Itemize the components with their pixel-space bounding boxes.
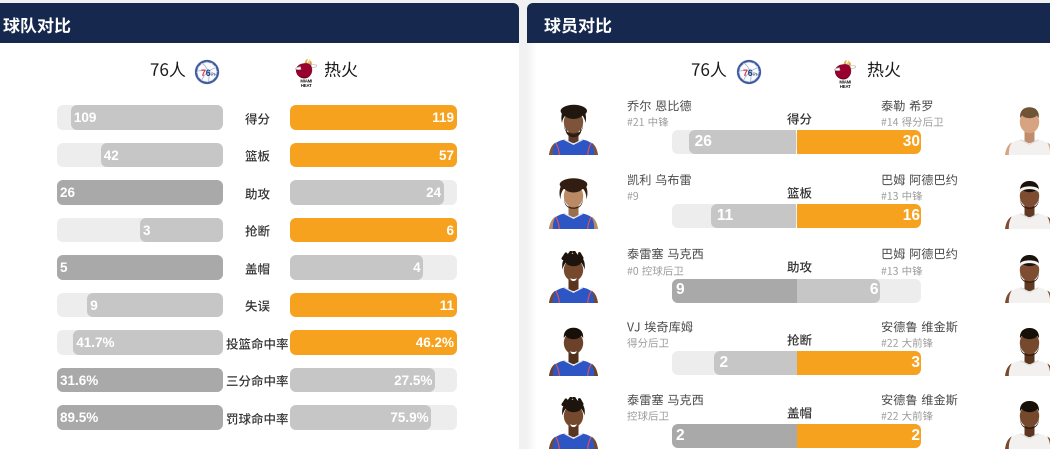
svg-text:ers: ers bbox=[752, 73, 757, 77]
svg-text:6: 6 bbox=[747, 68, 752, 78]
svg-text:7: 7 bbox=[743, 68, 748, 78]
svg-text:ers: ers bbox=[211, 72, 216, 76]
svg-text:7: 7 bbox=[201, 67, 206, 77]
svg-text:MIAMI: MIAMI bbox=[300, 78, 312, 83]
svg-text:MIAMI: MIAMI bbox=[839, 79, 851, 84]
svg-text:6: 6 bbox=[206, 67, 211, 77]
svg-text:HEAT: HEAT bbox=[840, 83, 851, 87]
svg-text:HEAT: HEAT bbox=[301, 82, 312, 86]
